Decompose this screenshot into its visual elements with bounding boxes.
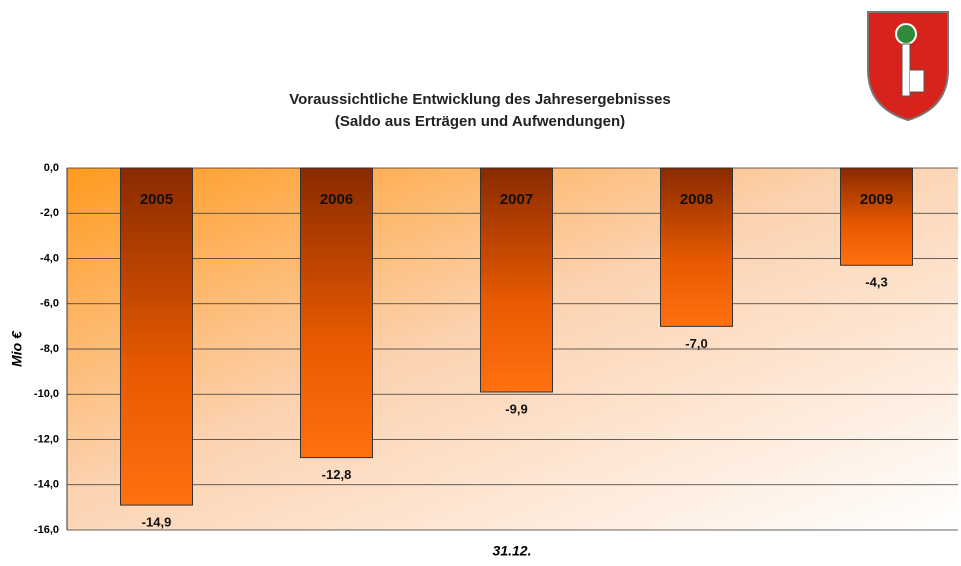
y-axis-label: Mio € — [9, 330, 25, 367]
chart-subtitle: (Saldo aus Erträgen und Aufwendungen) — [335, 113, 625, 130]
y-tick-label: -16,0 — [34, 524, 59, 536]
value-label: -12,8 — [322, 467, 352, 482]
logo — [867, 11, 949, 122]
bar — [840, 167, 913, 266]
y-tick-label: -14,0 — [34, 479, 59, 491]
x-axis-label: 31.12. — [493, 543, 532, 559]
y-tick-label: -12,0 — [34, 433, 59, 445]
y-tick-label: 0,0 — [44, 162, 59, 174]
y-tick-label: -10,0 — [34, 388, 59, 400]
category-label: 2007 — [500, 191, 533, 208]
value-label: -4,3 — [865, 275, 887, 290]
y-tick-label: -6,0 — [40, 298, 59, 310]
y-tick-label: -4,0 — [40, 252, 59, 264]
value-label: -7,0 — [685, 336, 707, 351]
bar — [120, 167, 193, 506]
bar — [480, 167, 553, 393]
value-label: -14,9 — [142, 515, 172, 530]
category-label: 2008 — [680, 191, 713, 208]
y-tick-label: -2,0 — [40, 207, 59, 219]
chart-title: Voraussichtliche Entwicklung des Jahrese… — [289, 91, 671, 108]
category-label: 2006 — [320, 191, 353, 208]
bar — [660, 167, 733, 327]
bar — [300, 167, 373, 459]
category-label: 2005 — [140, 191, 173, 208]
category-label: 2009 — [860, 191, 893, 208]
y-tick-label: -8,0 — [40, 343, 59, 355]
value-label: -9,9 — [505, 401, 527, 416]
